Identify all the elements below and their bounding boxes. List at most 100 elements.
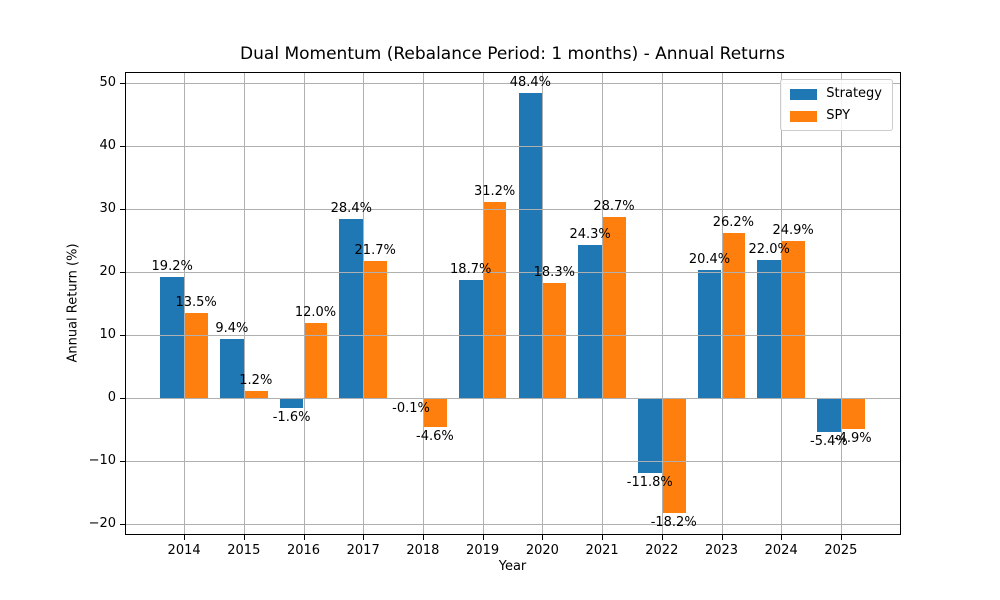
gridline-x-2024 [781,72,783,534]
gridline-x-2023 [721,72,723,534]
chart-title: Dual Momentum (Rebalance Period: 1 month… [240,44,785,64]
bar-strategy-2014 [160,277,185,399]
ytick-mark-20 [120,272,125,274]
bar-value-label-strategy-2020: 48.4% [509,75,552,90]
gridline-x-2019 [482,72,484,534]
spine-right [900,72,901,535]
ytick-label-30: 30 [99,201,116,216]
bar-spy-2021 [602,217,626,399]
bar-strategy-2021 [578,245,603,399]
ytick-label-0: 0 [107,390,116,406]
bar-strategy-2020 [518,93,543,399]
bar-value-label-spy-2024: 24.9% [772,223,814,239]
gridline-x-2017 [363,72,365,534]
bar-value-label-strategy-2018: -0.1% [392,400,430,416]
xtick-mark-2016 [303,535,305,540]
bar-spy-2015 [243,390,268,399]
ytick-label-50: 50 [99,74,116,90]
bar-spy-2024 [781,241,806,399]
spy-series-swatch [790,110,818,122]
gridline-y-0 [125,398,900,400]
bar-value-label-spy-2023: 26.2% [712,215,755,230]
bar-spy-2022 [661,398,686,513]
bar-value-label-strategy-2021: 24.3% [569,227,611,242]
bars-layer [125,72,900,534]
gridline-y-30 [125,209,900,210]
bar-spy-2016 [303,322,328,399]
bar-strategy-2017 [339,219,364,399]
bar-value-label-strategy-2019: 18.7% [450,262,492,278]
bar-value-label-spy-2017: 21.7% [354,243,396,259]
bar-spy-2017 [363,261,388,399]
strategy-series-swatch [790,88,818,100]
gridline-x-2021 [602,72,604,534]
bar-spy-2020 [542,282,567,399]
gridline-x-2022 [661,72,663,534]
xtick-label-2025: 2025 [824,543,858,558]
bar-value-label-strategy-2025: -5.4% [810,434,848,450]
bar-value-label-strategy-2024: 22.0% [748,241,790,257]
gridline-x-2025 [840,72,842,534]
bar-spy-2018 [422,398,447,428]
bar-value-label-spy-2019: 31.2% [473,183,516,199]
bar-value-label-spy-2020: 18.3% [533,264,575,280]
legend-item-strategy: Strategy [790,87,882,101]
plot-area: 19.2% 9.4% -1.6% 28.4% -0.1% 18.7% 48.4% 24.3% -… [125,72,900,534]
bar-value-label-strategy-2017: 28.4% [330,201,372,217]
xtick-mark-2022 [661,535,663,540]
bar-strategy-2023 [697,269,722,399]
xtick-mark-2019 [482,535,484,540]
xtick-label-2022: 2022 [645,543,679,558]
bar-value-label-spy-2015: 1.2% [239,372,273,388]
gridline-x-2020 [542,72,544,534]
bar-strategy-2019 [458,280,483,399]
ytick-label-10: 10 [99,327,116,343]
gridline-y--10 [125,461,900,463]
ytick-mark-50 [120,82,125,84]
ytick-label--10: −10 [88,453,116,469]
xtick-label-2016: 2016 [286,543,321,558]
bar-strategy-2015 [219,338,244,399]
bar-strategy-2024 [757,259,782,399]
gridline-y-40 [125,146,900,147]
bar-value-label-spy-2018: -4.6% [416,429,454,445]
bar-value-label-strategy-2014: 19.2% [151,259,193,275]
ytick-mark-10 [120,335,125,337]
bar-value-label-spy-2021: 28.7% [593,199,635,215]
y-axis-label: Annual Return (%) [65,243,81,363]
gridline-y--20 [125,524,900,526]
bar-value-label-spy-2025: -4.9% [833,431,872,447]
bar-strategy-2016 [279,398,304,409]
gridline-y-20 [125,272,900,274]
xtick-label-2020: 2020 [525,543,559,558]
xtick-mark-2015 [243,535,245,540]
xtick-label-2023: 2023 [704,543,739,558]
xtick-label-2014: 2014 [167,543,201,558]
legend: Strategy SPY [780,79,893,131]
legend-label-spy: SPY [826,108,851,123]
xtick-label-2015: 2015 [227,543,261,558]
gridline-x-2016 [303,72,305,534]
bar-value-label-strategy-2022: -11.8% [626,474,673,490]
bar-spy-2014 [184,313,208,399]
gridline-y-50 [125,82,900,84]
xtick-mark-2025 [840,535,842,540]
xtick-label-2018: 2018 [406,543,440,558]
x-axis-label: Year [498,559,527,574]
bar-value-label-spy-2016: 12.0% [294,304,337,320]
bar-value-label-strategy-2023: 20.4% [688,251,731,267]
ytick-mark--20 [120,524,125,526]
bar-strategy-2025 [817,398,841,433]
xtick-mark-2017 [363,535,365,540]
ytick-label-40: 40 [99,138,116,153]
xtick-mark-2018 [422,535,424,540]
xtick-label-2019: 2019 [466,543,500,558]
xtick-label-2021: 2021 [585,543,619,558]
legend-label-strategy: Strategy [826,86,882,101]
gridline-x-2018 [422,72,424,534]
ytick-mark--10 [120,461,125,463]
xtick-mark-2020 [542,535,544,540]
ytick-mark-0 [120,398,125,400]
spine-top [125,72,900,73]
spine-bottom [125,534,900,535]
